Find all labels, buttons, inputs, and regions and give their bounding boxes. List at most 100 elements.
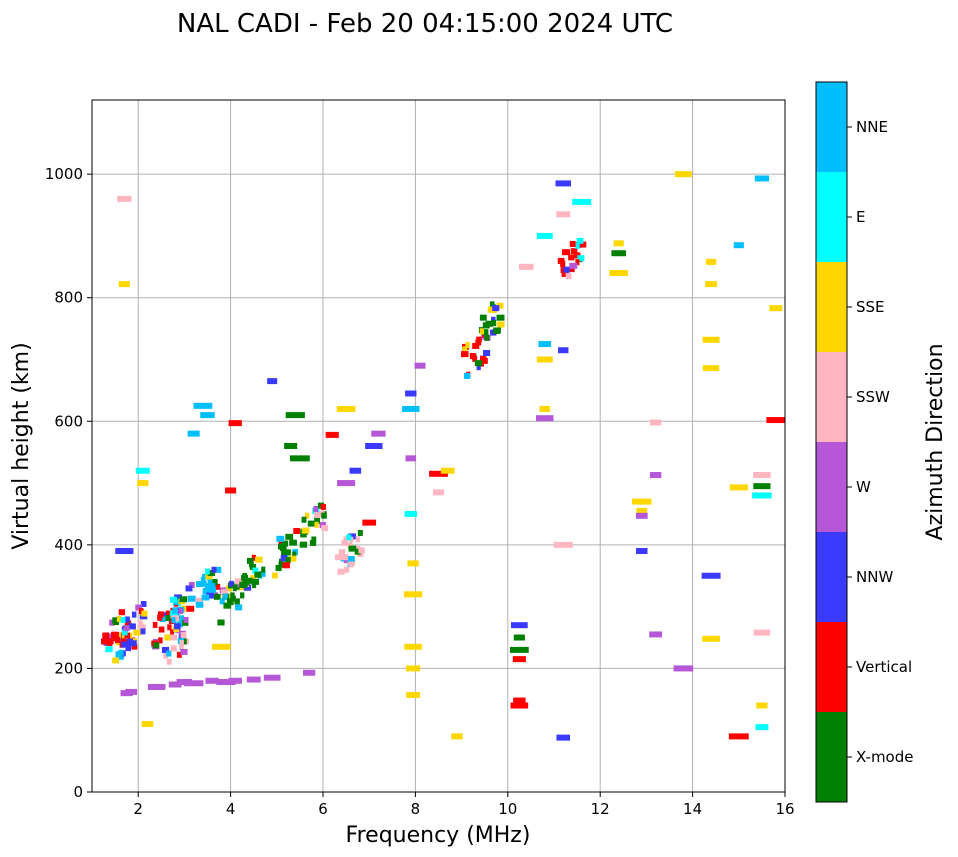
data-point bbox=[349, 467, 362, 474]
data-point bbox=[301, 516, 307, 523]
x-tick-label: 14 bbox=[683, 800, 702, 818]
data-point bbox=[513, 634, 525, 641]
data-point bbox=[733, 242, 744, 249]
data-point bbox=[463, 372, 471, 379]
data-point bbox=[241, 574, 249, 581]
data-point bbox=[556, 734, 571, 741]
data-point bbox=[123, 625, 130, 632]
data-point bbox=[314, 521, 319, 528]
data-point bbox=[104, 632, 110, 639]
data-point bbox=[635, 512, 648, 519]
colorbar-segment bbox=[816, 82, 847, 172]
data-point bbox=[536, 356, 553, 363]
data-point bbox=[483, 350, 491, 357]
data-point bbox=[157, 614, 163, 621]
data-point bbox=[125, 688, 138, 695]
data-point bbox=[138, 608, 144, 615]
data-point bbox=[649, 472, 662, 479]
data-point bbox=[309, 539, 317, 546]
data-point bbox=[489, 301, 495, 308]
data-point bbox=[406, 691, 420, 698]
data-point bbox=[314, 517, 321, 524]
azimuth-colorbar: X-mode Vertical NNW W SSW SSE E NNE bbox=[815, 81, 913, 803]
data-point bbox=[493, 327, 501, 334]
data-point bbox=[254, 571, 262, 578]
data-point bbox=[518, 263, 534, 270]
colorbar-segment bbox=[816, 532, 847, 622]
data-point bbox=[207, 579, 214, 586]
data-point bbox=[358, 547, 365, 554]
x-axis-label: Frequency (MHz) bbox=[346, 823, 531, 848]
data-point bbox=[611, 250, 626, 257]
data-point bbox=[348, 533, 356, 540]
data-point bbox=[158, 637, 163, 644]
colorbar-segment bbox=[816, 442, 847, 532]
data-point bbox=[565, 273, 572, 280]
data-point bbox=[161, 646, 170, 653]
data-point bbox=[288, 555, 297, 562]
data-point bbox=[479, 356, 485, 363]
data-point bbox=[402, 405, 420, 412]
data-point bbox=[205, 568, 210, 575]
data-point bbox=[575, 259, 580, 266]
data-point bbox=[116, 615, 122, 622]
data-point bbox=[120, 617, 126, 624]
data-point bbox=[484, 334, 490, 341]
data-point bbox=[314, 512, 321, 519]
data-point bbox=[195, 597, 203, 604]
data-point bbox=[141, 610, 148, 617]
data-point bbox=[261, 566, 266, 573]
data-point bbox=[229, 580, 234, 587]
data-point bbox=[216, 566, 222, 573]
data-point bbox=[577, 255, 585, 262]
data-point bbox=[231, 595, 236, 602]
colorbar-segment bbox=[816, 352, 847, 442]
data-point bbox=[674, 171, 692, 178]
data-point bbox=[753, 472, 771, 479]
data-point bbox=[223, 602, 232, 609]
data-point bbox=[613, 240, 624, 247]
data-point bbox=[404, 510, 418, 517]
data-point bbox=[279, 558, 284, 565]
data-point bbox=[223, 593, 228, 600]
data-point bbox=[177, 608, 183, 615]
data-point bbox=[321, 525, 329, 532]
data-point bbox=[337, 480, 356, 487]
data-point bbox=[313, 505, 319, 512]
data-point bbox=[206, 592, 214, 599]
data-point bbox=[187, 430, 200, 437]
data-point bbox=[496, 314, 505, 321]
data-point bbox=[649, 419, 662, 426]
data-point bbox=[321, 512, 327, 519]
data-point bbox=[204, 583, 210, 590]
data-point bbox=[173, 623, 181, 630]
data-point bbox=[220, 589, 229, 596]
data-point bbox=[472, 342, 480, 349]
data-point bbox=[753, 483, 771, 490]
data-point bbox=[705, 281, 717, 288]
data-point bbox=[125, 645, 132, 652]
data-point bbox=[355, 536, 361, 543]
data-point bbox=[226, 598, 234, 605]
data-point bbox=[121, 641, 127, 648]
data-point bbox=[285, 412, 305, 419]
data-point bbox=[200, 412, 215, 419]
data-point bbox=[569, 240, 576, 247]
data-point bbox=[128, 623, 136, 630]
x-tick-label: 4 bbox=[226, 800, 236, 818]
data-point bbox=[320, 503, 326, 510]
data-point bbox=[202, 588, 210, 595]
data-point bbox=[112, 617, 119, 624]
data-point bbox=[250, 575, 257, 582]
data-point bbox=[570, 248, 578, 255]
data-point bbox=[105, 646, 113, 653]
data-point bbox=[140, 600, 147, 607]
data-point bbox=[429, 470, 448, 477]
y-tick-label: 0 bbox=[73, 783, 83, 801]
data-point bbox=[285, 533, 294, 540]
colorbar-tick-label: SSE bbox=[856, 298, 885, 316]
x-tick-label: 6 bbox=[318, 800, 328, 818]
colorbar-frame bbox=[815, 81, 848, 803]
data-point bbox=[609, 270, 629, 276]
data-point bbox=[187, 595, 196, 602]
